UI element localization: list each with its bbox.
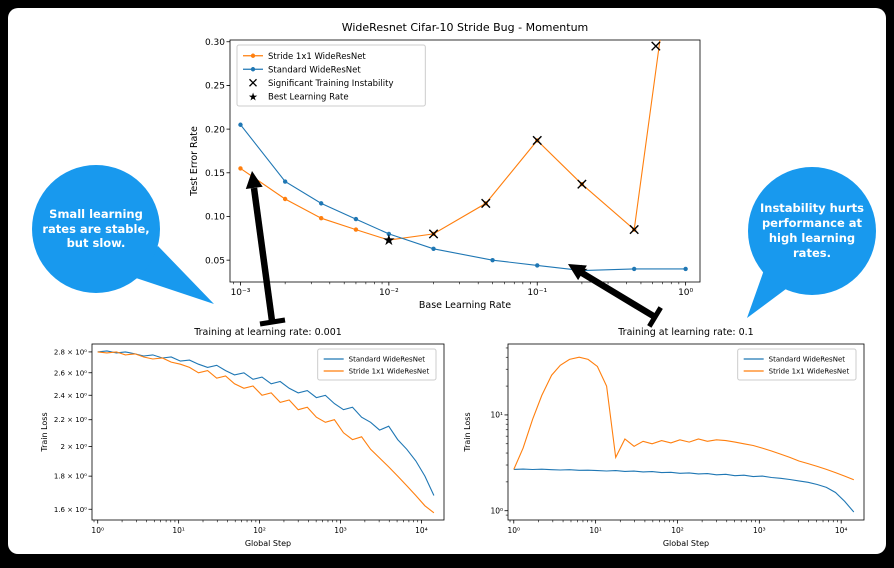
svg-text:10⁰: 10⁰ <box>91 526 104 535</box>
svg-text:10³: 10³ <box>753 526 766 535</box>
svg-text:10¹: 10¹ <box>490 411 503 420</box>
svg-text:10⁻³: 10⁻³ <box>231 288 251 298</box>
svg-text:0.30: 0.30 <box>205 38 225 48</box>
svg-text:0.20: 0.20 <box>205 125 225 135</box>
svg-text:Test Error Rate: Test Error Rate <box>189 126 200 197</box>
figure-slide: 10⁻³ 10⁻² 10⁻¹ 10⁰ 0.05 0.10 0.15 0.20 0.25 0.30 ★… <box>8 8 886 554</box>
svg-text:10²: 10² <box>253 526 266 535</box>
svg-text:Train Loss: Train Loss <box>463 412 472 452</box>
svg-text:0.25: 0.25 <box>205 82 225 92</box>
svg-text:2.4 × 10⁰: 2.4 × 10⁰ <box>54 392 87 400</box>
svg-text:Stride 1x1 WideResNet: Stride 1x1 WideResNet <box>769 368 850 376</box>
callout-small-lr: Small learning rates are stable, but slo… <box>32 165 160 293</box>
lr-sweep-chart: 10⁻³ 10⁻² 10⁻¹ 10⁰ 0.05 0.10 0.15 0.20 0.25 0.30 ★… <box>189 21 701 311</box>
svg-text:Global Step: Global Step <box>245 539 291 548</box>
svg-text:WideResnet Cifar-10 Stride Bug: WideResnet Cifar-10 Stride Bug - Momentu… <box>342 21 589 34</box>
svg-text:Significant Training Instabili: Significant Training Instability <box>268 79 394 89</box>
svg-text:10¹: 10¹ <box>589 526 602 535</box>
svg-text:2.6 × 10⁰: 2.6 × 10⁰ <box>54 369 87 377</box>
svg-text:10⁴: 10⁴ <box>415 526 428 535</box>
callout-instability: Instability hurts performance at high le… <box>748 167 876 295</box>
svg-text:10³: 10³ <box>334 526 347 535</box>
svg-text:Global Step: Global Step <box>663 539 709 548</box>
svg-text:Best Learning Rate: Best Learning Rate <box>268 92 349 102</box>
svg-text:2 × 10⁰: 2 × 10⁰ <box>61 443 88 451</box>
svg-text:10⁻²: 10⁻² <box>379 288 399 298</box>
svg-text:10⁰: 10⁰ <box>678 288 693 298</box>
svg-text:Standard WideResNet: Standard WideResNet <box>268 65 361 75</box>
svg-text:Stride 1x1 WideResNet: Stride 1x1 WideResNet <box>349 368 430 376</box>
svg-text:10⁴: 10⁴ <box>835 526 848 535</box>
svg-text:Standard WideResNet: Standard WideResNet <box>349 356 426 364</box>
svg-text:★: ★ <box>248 90 258 103</box>
svg-text:0.15: 0.15 <box>205 169 225 179</box>
train-loss-chart-lr-01: 10⁰ 10¹ 10² 10³ 10⁴ 10⁰ 10¹ Training at learnin… <box>463 327 865 548</box>
train-loss-chart-lr-0001: 10⁰ 10¹ 10² 10³ 10⁴ 1.6 × 10⁰ 1.8 × 10⁰ 2 × 10⁰… <box>40 327 445 548</box>
callout-instability-text: Instability hurts performance at high le… <box>759 201 864 260</box>
svg-text:0.05: 0.05 <box>205 256 225 266</box>
svg-text:10⁻¹: 10⁻¹ <box>527 288 547 298</box>
svg-text:Stride 1x1 WideResNet: Stride 1x1 WideResNet <box>268 52 366 62</box>
svg-text:★: ★ <box>575 261 588 279</box>
svg-text:★: ★ <box>382 231 395 249</box>
svg-text:1.8 × 10⁰: 1.8 × 10⁰ <box>54 473 87 481</box>
svg-text:Standard WideResNet: Standard WideResNet <box>769 356 846 364</box>
callout-small-lr-text: Small learning rates are stable, but slo… <box>42 206 150 251</box>
svg-text:10⁰: 10⁰ <box>507 526 520 535</box>
svg-text:0.10: 0.10 <box>205 213 225 223</box>
svg-text:10²: 10² <box>671 526 684 535</box>
svg-text:Train Loss: Train Loss <box>40 412 49 452</box>
svg-text:2.8 × 10⁰: 2.8 × 10⁰ <box>54 348 87 356</box>
svg-text:Base Learning Rate: Base Learning Rate <box>419 300 511 311</box>
svg-text:10⁰: 10⁰ <box>490 506 503 515</box>
svg-text:2.2 × 10⁰: 2.2 × 10⁰ <box>54 416 87 424</box>
svg-text:1.6 × 10⁰: 1.6 × 10⁰ <box>54 506 87 514</box>
svg-text:Training at learning rate: 0.0: Training at learning rate: 0.001 <box>193 327 342 338</box>
svg-text:10¹: 10¹ <box>172 526 185 535</box>
svg-text:Training at learning rate: 0.1: Training at learning rate: 0.1 <box>617 327 753 338</box>
